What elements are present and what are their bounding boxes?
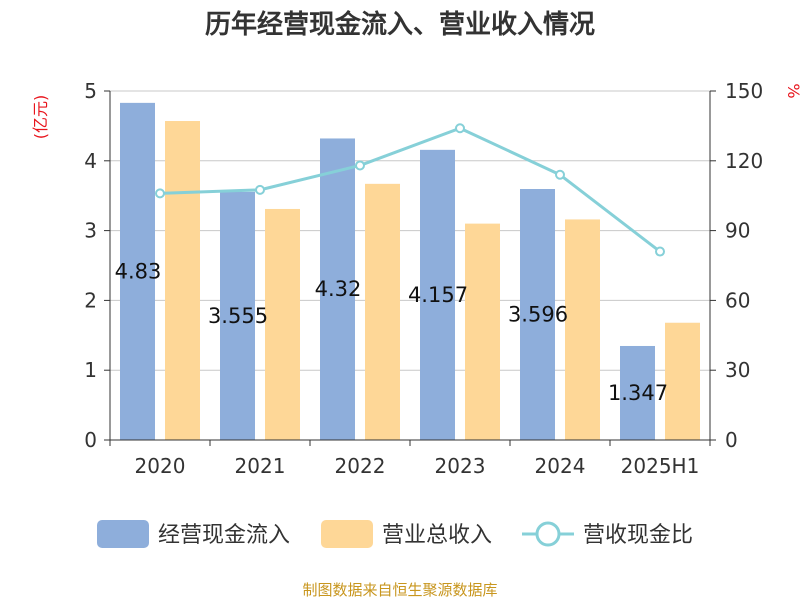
ratio-line-point (155, 188, 165, 199)
left-axis-tick-label: 2 (84, 288, 97, 312)
cash-inflow-bar (520, 188, 555, 440)
cash-inflow-bar (620, 345, 655, 440)
ratio-line-point (455, 123, 465, 134)
data-labels: 4.83 3.555 4.32 4.157 3.596 1.347 (115, 259, 668, 405)
cash-inflow-bar (220, 191, 255, 440)
source-note: 制图数据来自恒生聚源数据库 (302, 581, 497, 599)
ratio-line-point (555, 169, 565, 180)
revenue-bar (465, 223, 500, 440)
right-axis-tick-label: 90 (725, 219, 750, 243)
right-axis-unit: % (784, 83, 800, 98)
revenue-bar (665, 322, 700, 440)
revenue-bar (265, 208, 300, 440)
left-axis-tick-label: 3 (84, 219, 97, 243)
ratio-line-point (255, 184, 265, 195)
legend-swatch-revenue (321, 520, 373, 548)
cash-inflow-value-label: 1.347 (608, 381, 668, 405)
right-axis-tick-label: 120 (725, 149, 763, 173)
cash-inflow-value-label: 4.32 (315, 277, 362, 301)
left-axis-unit: (亿元) (31, 95, 50, 140)
x-axis-tick-label: 2021 (235, 454, 286, 478)
cash-inflow-value-label: 4.157 (408, 283, 468, 307)
ratio-line-point (655, 246, 665, 257)
left-axis-tick-label: 1 (84, 358, 97, 382)
revenue-bar (365, 183, 400, 441)
legend-label-ratio: 营收现金比 (583, 523, 693, 548)
left-axis-tick-label: 0 (84, 428, 97, 452)
ratio-line (155, 123, 665, 257)
right-axis-tick-label: 0 (725, 428, 738, 452)
cash-inflow-value-label: 3.596 (508, 302, 568, 326)
cash-inflow-bar (420, 149, 455, 440)
x-axis-tick-label: 2025H1 (621, 454, 700, 478)
x-axis-tick-label: 2020 (135, 454, 186, 478)
cash-inflow-value-label: 4.83 (115, 259, 162, 283)
right-axis-tick-label: 30 (725, 358, 750, 382)
left-axis-tick-label: 4 (84, 149, 97, 173)
chart-title: 历年经营现金流入、营业收入情况 (205, 9, 595, 40)
cash-inflow-bar (120, 102, 155, 440)
legend-swatch-ratio-marker (535, 521, 561, 547)
right-axis-tick-label: 150 (725, 79, 763, 103)
gridlines (110, 90, 710, 371)
bars (120, 102, 700, 441)
legend-label-cash-inflow: 经营现金流入 (158, 523, 290, 548)
legend: 经营现金流入 营业总收入 营收现金比 (97, 520, 693, 548)
revenue-bar (165, 121, 200, 440)
right-axis-tick-label: 60 (725, 288, 750, 312)
revenue-bar (565, 219, 600, 440)
legend-swatch-cash-inflow (97, 520, 149, 548)
x-axis-tick-label: 2023 (435, 454, 486, 478)
legend-label-revenue: 营业总收入 (382, 523, 492, 548)
cash-inflow-bar (320, 138, 355, 441)
cash-inflow-value-label: 3.555 (208, 304, 268, 328)
left-axis-tick-label: 5 (84, 79, 97, 103)
ratio-line-point (355, 160, 365, 171)
axes: 0 1 2 3 4 5 0 30 60 90 120 150 2020 2021 2022 2023 2024 2… (84, 79, 763, 478)
x-axis-tick-label: 2024 (535, 454, 586, 478)
ratio-line-path (159, 126, 661, 253)
x-axis-tick-label: 2022 (335, 454, 386, 478)
